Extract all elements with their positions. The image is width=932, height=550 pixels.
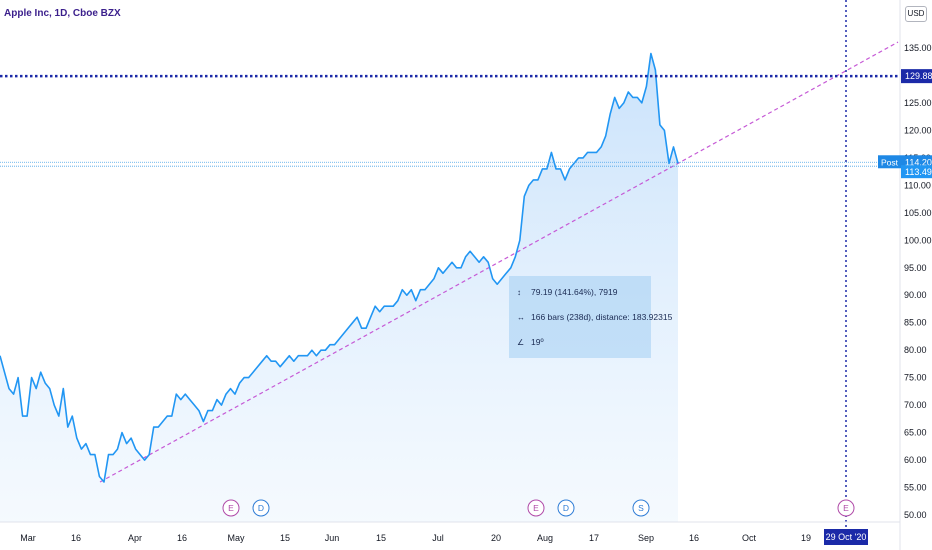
post-badge [878, 155, 901, 169]
time-tick-label: 16 [71, 533, 81, 543]
event-marker-letter: D [258, 503, 264, 513]
time-axis[interactable]: Mar 16 Apr 16 May 15 Jun 15 Jul 20 Aug 17 Sep 16 Oct 19… [20, 529, 868, 545]
post-value-badge [901, 155, 932, 169]
event-marker-circle[interactable] [527, 499, 545, 517]
price-range-icon: ↕ [517, 288, 521, 297]
post-value-label: 114.20 [905, 157, 932, 167]
time-tick-label: 19 [801, 533, 811, 543]
event-marker-letter: E [843, 503, 849, 513]
event-marker-letter: D [563, 503, 569, 513]
price-tick-label: 105.00 [904, 208, 932, 218]
last-value-badge [901, 165, 932, 179]
measure-angle-text: 19º [531, 337, 544, 347]
price-line-path [0, 52, 679, 483]
price-tick-label: 95.00 [904, 263, 927, 273]
event-marker-earnings[interactable]: E [222, 499, 240, 517]
crosshair-date-badge [824, 529, 868, 545]
time-tick-label: Jul [432, 533, 444, 543]
last-value-label: 113.49 [905, 167, 932, 177]
time-tick-label: Jun [325, 533, 340, 543]
price-tick-label: 110.00 [904, 180, 931, 190]
price-tick-label: 100.00 [904, 235, 932, 245]
price-tick-label: 90.00 [904, 290, 927, 300]
post-badge-label: Post [881, 157, 899, 167]
price-area [0, 53, 678, 522]
price-tick-label: 120.00 [904, 125, 932, 135]
measure-bars-row: ↔ 166 bars (238d), distance: 183.92315 [517, 312, 672, 322]
time-tick-label: May [227, 533, 245, 543]
time-tick-label: Sep [638, 533, 654, 543]
price-tick-label: 75.00 [904, 373, 927, 383]
measure-tool-box[interactable]: ↕ 79.19 (141.64%), 7919 ↔ 166 bars (238d),… [509, 276, 672, 358]
crosshair-date-label: 29 Oct '20 [826, 532, 867, 542]
event-marker-circle[interactable] [222, 499, 240, 517]
event-marker-earnings[interactable]: E [527, 499, 545, 517]
event-marker-earnings[interactable]: E [837, 499, 855, 517]
crosshair-price-label: 129.88 [905, 71, 932, 81]
time-tick-label: 15 [280, 533, 290, 543]
price-tick-label: 55.00 [904, 483, 927, 493]
event-marker-circle[interactable] [837, 499, 855, 517]
measure-angle-row: ∠ 19º [517, 337, 544, 347]
crosshair-price-badge [901, 69, 932, 84]
bars-range-icon: ↔ [517, 313, 525, 322]
measure-bars-text: 166 bars (238d), distance: 183.92315 [531, 312, 673, 322]
time-tick-label: 16 [177, 533, 187, 543]
price-tick-label: 60.00 [904, 455, 927, 465]
event-marker-dividend[interactable]: D [252, 499, 270, 517]
price-tick-label: 80.00 [904, 345, 927, 355]
symbol-legend[interactable]: Apple Inc, 1D, Cboe BZX [4, 8, 121, 19]
price-tick-label: 125.00 [904, 98, 932, 108]
event-marker-circle[interactable] [252, 499, 270, 517]
price-tick-label: 70.00 [904, 400, 927, 410]
time-tick-label: 20 [491, 533, 501, 543]
price-area-fill [0, 53, 678, 522]
trend-line[interactable] [99, 41, 899, 483]
time-tick-label: Aug [537, 533, 553, 543]
event-marker-circle[interactable] [632, 499, 650, 517]
time-tick-label: Oct [742, 533, 757, 543]
time-tick-label: 15 [376, 533, 386, 543]
time-tick-label: 16 [689, 533, 699, 543]
price-tick-label: 85.00 [904, 318, 927, 328]
price-tick-label: 135.00 [904, 43, 932, 53]
angle-icon: ∠ [517, 338, 525, 347]
price-line [0, 52, 679, 483]
currency-button[interactable]: USD [905, 6, 927, 22]
event-marker-split[interactable]: S [632, 499, 650, 517]
event-marker-letter: E [533, 503, 539, 513]
event-marker-dividend[interactable]: D [557, 499, 575, 517]
price-axis[interactable]: 135.00130.00125.00120.00115.00110.00105.… [878, 43, 932, 520]
event-marker-letter: S [638, 503, 644, 513]
time-tick-label: Apr [128, 533, 142, 543]
price-tick-label: 65.00 [904, 428, 927, 438]
measure-price-row: ↕ 79.19 (141.64%), 7919 [517, 287, 617, 297]
trend-line-segment[interactable] [99, 41, 899, 483]
event-marker-circle[interactable] [557, 499, 575, 517]
time-tick-label: 17 [589, 533, 599, 543]
price-tick-label: 50.00 [904, 510, 927, 520]
guide-lines [0, 0, 901, 550]
measure-price-text: 79.19 (141.64%), 7919 [531, 287, 618, 297]
event-marker-letter: E [228, 503, 234, 513]
time-tick-label: Mar [20, 533, 36, 543]
